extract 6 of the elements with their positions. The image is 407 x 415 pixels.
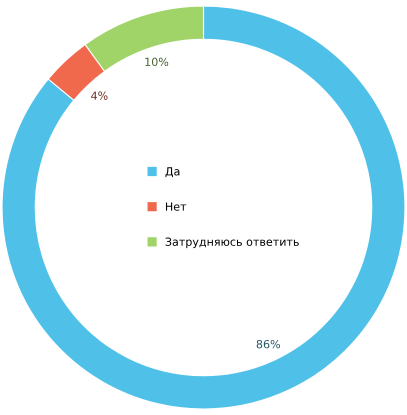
legend-label: Затрудняюсь ответить xyxy=(166,238,299,248)
data-label: 4% xyxy=(91,91,108,100)
legend-label: Нет xyxy=(166,202,186,211)
data-label: 86% xyxy=(256,340,280,348)
legend-label: Да xyxy=(165,167,180,178)
data-label: 10% xyxy=(145,58,168,66)
